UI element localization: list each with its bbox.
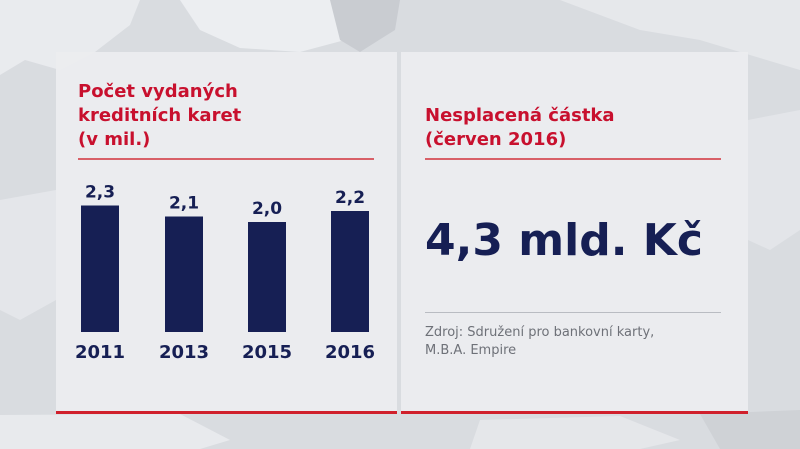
card-count-panel: Počet vydaných kreditních karet (v mil.)… [56, 52, 397, 414]
value-label-2016: 2,2 [335, 188, 365, 208]
card-count-bar-chart: 2,3 2011 2,1 2013 2,0 2015 2,2 2016 [75, 183, 375, 364]
title-divider [78, 158, 374, 160]
card-count-title-line-2: kreditních karet [78, 105, 242, 126]
outstanding-amount-title-line-2: (červen 2016) [425, 129, 567, 150]
category-label-2011: 2011 [75, 342, 125, 363]
source-line-2: M.B.A. Empire [425, 343, 517, 358]
outstanding-amount-title-line-1: Nesplacená částka [425, 105, 615, 126]
value-label-2013: 2,1 [169, 194, 199, 214]
card-count-title-line-1: Počet vydaných [78, 81, 238, 102]
bar-2015 [248, 222, 286, 332]
category-label-2015: 2015 [242, 342, 292, 363]
outstanding-amount-title: Nesplacená částka (červen 2016) [425, 104, 615, 152]
category-label-2016: 2016 [325, 342, 375, 363]
card-count-title-line-3: (v mil.) [78, 129, 151, 150]
outstanding-amount-panel: Nesplacená částka (červen 2016) 4,3 mld.… [401, 52, 748, 414]
bar-2016 [331, 211, 369, 332]
title-divider [425, 158, 721, 160]
bar-2013 [165, 216, 203, 332]
bar-2011 [81, 205, 119, 332]
source-divider [425, 312, 721, 313]
value-label-2015: 2,0 [252, 199, 282, 219]
category-label-2013: 2013 [159, 342, 209, 363]
card-count-title: Počet vydaných kreditních karet (v mil.) [78, 80, 241, 152]
source-line-1: Zdroj: Sdružení pro bankovní karty, [425, 325, 655, 340]
outstanding-amount-value: 4,3 mld. Kč [425, 215, 703, 266]
value-label-2011: 2,3 [85, 183, 115, 203]
source-note: Zdroj: Sdružení pro bankovní karty, M.B.… [425, 324, 654, 360]
